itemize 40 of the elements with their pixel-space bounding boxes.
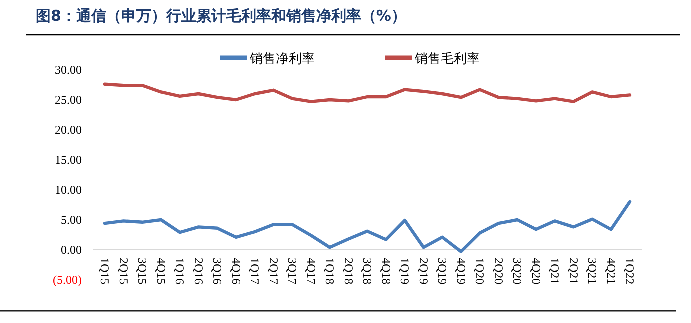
y-tick-label: 25.00 [55,93,82,107]
x-tick-label: 1Q21 [548,258,562,285]
x-tick-label: 3Q20 [510,258,524,285]
x-tick-label: 2Q21 [566,258,581,285]
x-tick-label: 4Q16 [229,258,244,285]
x-tick-label: 3Q15 [136,258,150,285]
x-tick-label: 4Q18 [379,258,394,285]
legend-label: 销售净利率 [249,51,315,67]
y-tick-label: 5.00 [61,213,82,227]
y-tick-label: 0.00 [61,243,82,257]
x-tick-label: 4Q17 [304,258,318,285]
y-tick-label: 30.00 [55,63,82,77]
legend-label: 销售毛利率 [414,51,480,67]
x-tick-label: 3Q17 [286,258,300,285]
x-tick-label: 2Q15 [116,258,131,285]
x-tick-label: 4Q21 [604,258,618,285]
x-tick-label: 1Q20 [473,258,487,285]
x-tick-label: 4Q15 [154,258,168,285]
x-tick-label: 1Q17 [248,258,262,285]
x-tick-label: 2Q20 [492,258,506,285]
x-tick-label: 2Q18 [342,258,356,285]
x-tick-label: 1Q19 [398,258,412,285]
x-tick-label: 3Q19 [436,258,450,285]
x-tick-label: 1Q16 [173,258,187,285]
x-tick-label: 4Q20 [529,258,544,285]
y-tick-label: 10.00 [55,183,82,197]
chart-title: 图8：通信（申万）行业累计毛利率和销售净利率（%） [36,7,406,25]
x-tick-label: 2Q19 [416,258,431,285]
x-tick-label: 1Q22 [623,258,637,285]
x-tick-label: 1Q18 [323,258,337,285]
x-tick-label: 3Q16 [210,258,224,285]
x-tick-label: 2Q16 [192,258,206,285]
y-tick-label: 20.00 [55,123,82,137]
x-tick-label: 3Q18 [360,258,374,285]
x-tick-label: 3Q21 [586,258,600,285]
x-tick-label: 1Q15 [98,258,112,285]
x-tick-label: 2Q17 [266,258,281,285]
x-tick-label: 4Q19 [454,258,468,285]
y-tick-label: (5.00) [53,273,82,287]
y-tick-label: 15.00 [55,153,82,167]
